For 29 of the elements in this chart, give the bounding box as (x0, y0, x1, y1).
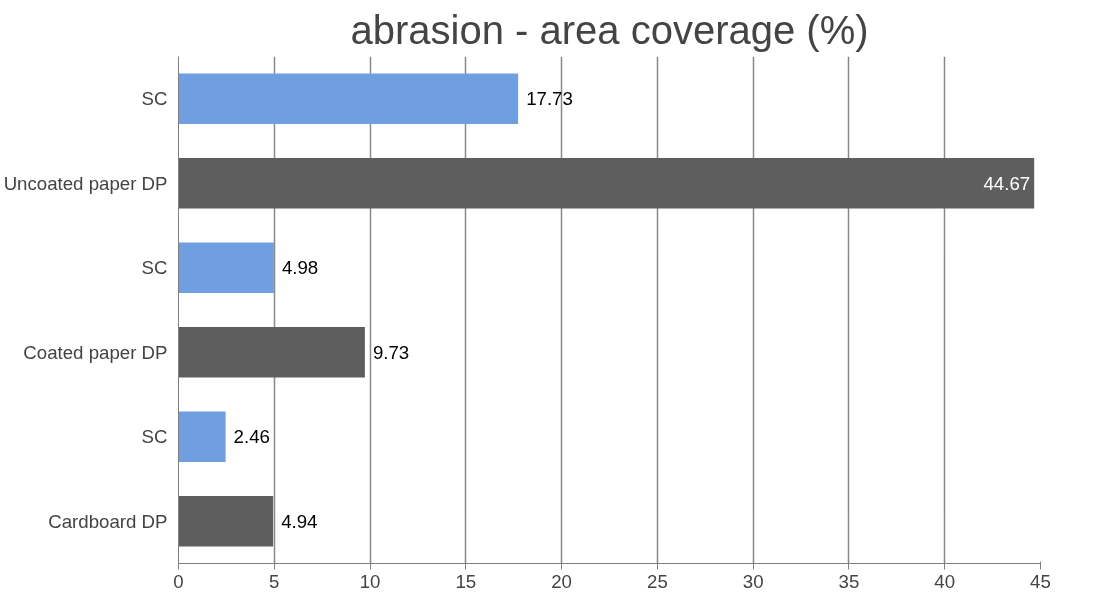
data-label: 4.98 (281, 257, 319, 279)
y-tick-label: SC (141, 426, 168, 448)
data-label: 4.94 (281, 510, 318, 532)
data-label: 17.73 (526, 88, 573, 110)
bar (178, 326, 365, 378)
bar (178, 157, 1035, 209)
x-tick-label: 30 (742, 570, 764, 592)
y-tick-label: Coated paper DP (23, 341, 168, 363)
x-tick-label: 35 (838, 570, 860, 592)
x-tick-label: 5 (269, 570, 280, 592)
x-tick-label: 25 (647, 570, 668, 592)
y-tick-label: SC (141, 257, 168, 279)
x-tick-label: 45 (1030, 570, 1051, 592)
x-tick-label: 20 (551, 570, 572, 592)
y-tick-label: Uncoated paper DP (3, 172, 168, 194)
bar (178, 495, 274, 547)
bar (178, 242, 274, 294)
x-tick-label: 40 (934, 570, 956, 592)
y-tick-label: SC (141, 88, 168, 110)
data-label: 2.46 (233, 426, 270, 448)
chart-title: abrasion - area coverage (%) (350, 7, 869, 52)
data-label: 44.67 (983, 172, 1031, 194)
y-tick-label: Cardboard DP (48, 510, 168, 532)
data-label: 9.73 (372, 341, 410, 363)
bar (178, 73, 519, 125)
x-tick-label: 10 (359, 570, 381, 592)
x-tick-label: 15 (455, 570, 477, 592)
x-tick-label: 0 (173, 570, 184, 592)
bar (178, 411, 226, 463)
